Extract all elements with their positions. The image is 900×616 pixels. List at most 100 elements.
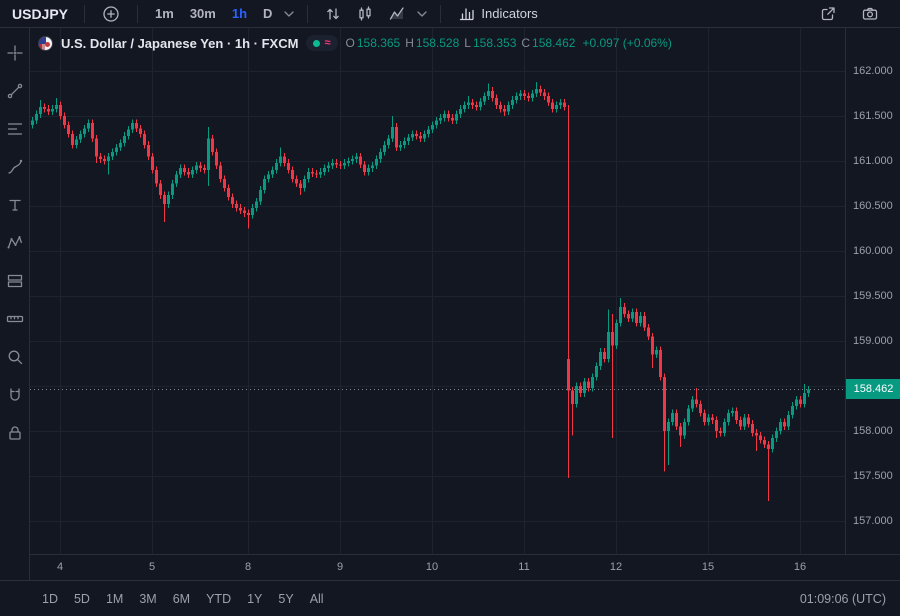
screenshot-button[interactable] (854, 2, 886, 26)
clock-utc[interactable]: 01:09:06 (UTC) (799, 591, 886, 606)
range-button-6m[interactable]: 6M (172, 591, 191, 606)
indicators-button[interactable]: Indicators (451, 2, 544, 25)
delayed-data-icon: ≈ (324, 36, 331, 49)
measure-tool-button[interactable] (2, 306, 28, 332)
interval-button-30m[interactable]: 30m (189, 6, 216, 21)
interval-menu-chevron-down-icon[interactable] (281, 8, 297, 20)
zoom-tool-button[interactable] (2, 344, 28, 370)
chart-style-chevron-down-icon[interactable] (414, 8, 430, 20)
top-toolbar: USDJPY 1m 30m 1h D Indicators (0, 0, 900, 28)
time-axis-label: 15 (701, 561, 715, 573)
interval-button-1m[interactable]: 1m (155, 6, 174, 21)
time-axis-label: 12 (609, 561, 623, 573)
text-tool-button[interactable] (2, 192, 28, 218)
magnet-icon (6, 386, 24, 404)
range-button-ytd[interactable]: YTD (206, 591, 232, 606)
price-axis-label: 159.500 (853, 290, 893, 303)
brush-tool-button[interactable] (2, 154, 28, 180)
open-value: 158.365 (356, 36, 401, 50)
share-icon (819, 5, 837, 23)
indicators-label: Indicators (481, 6, 538, 21)
trend-line-tool-button[interactable] (2, 78, 28, 104)
long-position-icon (6, 272, 24, 290)
range-button-5d[interactable]: 5D (73, 591, 90, 606)
change-value: +0.097 (+0.06%) (582, 36, 672, 50)
low-label: L (464, 36, 471, 50)
market-open-dot-icon (313, 39, 321, 47)
price-axis-label: 162.000 (853, 65, 893, 78)
price-axis-label: 161.000 (853, 155, 893, 168)
price-axis[interactable]: 162.000 161.500 161.000 160.500 160.000 159.5… (845, 28, 900, 554)
candlestick-chart-icon (357, 5, 373, 22)
magnet-tool-button[interactable] (2, 382, 28, 408)
time-axis-label: 16 (793, 561, 807, 573)
lock-icon (6, 424, 24, 442)
time-axis-label: 9 (336, 561, 344, 573)
price-axis-label: 157.000 (853, 515, 893, 528)
brush-icon (6, 158, 24, 176)
close-label: C (521, 36, 531, 50)
crosshair-icon (6, 44, 24, 62)
symbol-button[interactable]: USDJPY (12, 5, 69, 22)
range-button-5y[interactable]: 5Y (278, 591, 294, 606)
separator (440, 4, 442, 23)
pattern-tool-button[interactable] (2, 230, 28, 256)
close-value: 158.462 (532, 36, 576, 50)
range-button-1d[interactable]: 1D (42, 591, 58, 606)
price-axis-label: 160.000 (853, 245, 893, 258)
separator (307, 4, 309, 23)
time-axis-label: 4 (56, 561, 64, 573)
last-price-label: 158.462 (846, 379, 900, 400)
price-axis-label: 159.000 (853, 335, 893, 348)
range-button-all[interactable]: All (309, 591, 324, 606)
time-axis[interactable]: 4 5 8 9 10 11 12 15 16 (30, 554, 900, 580)
range-button-3m[interactable]: 3M (139, 591, 157, 606)
chart-style-line-button[interactable] (382, 3, 412, 25)
xabcd-pattern-icon (6, 234, 24, 252)
time-axis-label: 5 (148, 561, 156, 573)
legend-symbol-title[interactable]: U.S. Dollar / Japanese Yen · 1h · FXCM (61, 35, 299, 51)
separator (137, 4, 139, 23)
magnifier-icon (6, 348, 24, 366)
fib-retracement-icon (6, 120, 24, 138)
interval-button-1h[interactable]: 1h (231, 6, 248, 21)
trend-line-icon (6, 82, 24, 100)
ohlc-readout: O 158.365 H 158.528 L 158.353 C 158.462 +0.0… (346, 36, 672, 50)
symbol-flag-icon (38, 35, 53, 51)
time-axis-label: 11 (518, 561, 530, 573)
arrows-up-down-icon (325, 6, 341, 22)
plus-circle-icon (102, 5, 120, 23)
fib-retracement-tool-button[interactable] (2, 116, 28, 142)
data-status-badge[interactable]: ≈ (306, 35, 338, 51)
drawing-toolbar (0, 28, 30, 580)
high-label: H (405, 36, 414, 50)
low-value: 158.353 (472, 36, 517, 50)
lock-tool-button[interactable] (2, 420, 28, 446)
candlestick-chart[interactable] (30, 28, 845, 554)
chart-canvas[interactable]: U.S. Dollar / Japanese Yen · 1h · FXCM ≈… (30, 28, 845, 554)
indicators-icon (458, 5, 475, 22)
range-button-1y[interactable]: 1Y (247, 591, 263, 606)
position-tool-button[interactable] (2, 268, 28, 294)
time-axis-label: 8 (244, 561, 252, 573)
bar-change-button[interactable] (318, 3, 348, 25)
range-button-1m[interactable]: 1M (105, 591, 124, 606)
time-axis-label: 10 (425, 561, 439, 573)
share-button[interactable] (812, 2, 844, 26)
price-axis-label: 160.500 (853, 200, 893, 213)
separator (84, 4, 86, 23)
price-axis-label: 161.500 (853, 110, 893, 123)
crosshair-tool-button[interactable] (2, 40, 28, 66)
ruler-icon (6, 310, 24, 328)
chart-style-candles-button[interactable] (350, 3, 380, 25)
high-value: 158.528 (415, 36, 460, 50)
compare-add-symbol-button[interactable] (95, 2, 127, 26)
chart-legend: U.S. Dollar / Japanese Yen · 1h · FXCM ≈… (38, 35, 672, 51)
text-tool-icon (6, 196, 24, 214)
price-axis-label: 157.500 (853, 470, 893, 483)
price-axis-label: 158.000 (853, 425, 893, 438)
camera-icon (861, 5, 879, 23)
bottom-toolbar: 1D 5D 1M 3M 6M YTD 1Y 5Y All 01:09:06 (U… (0, 580, 900, 616)
open-label: O (345, 36, 355, 50)
interval-button-1d[interactable]: D (263, 6, 273, 21)
